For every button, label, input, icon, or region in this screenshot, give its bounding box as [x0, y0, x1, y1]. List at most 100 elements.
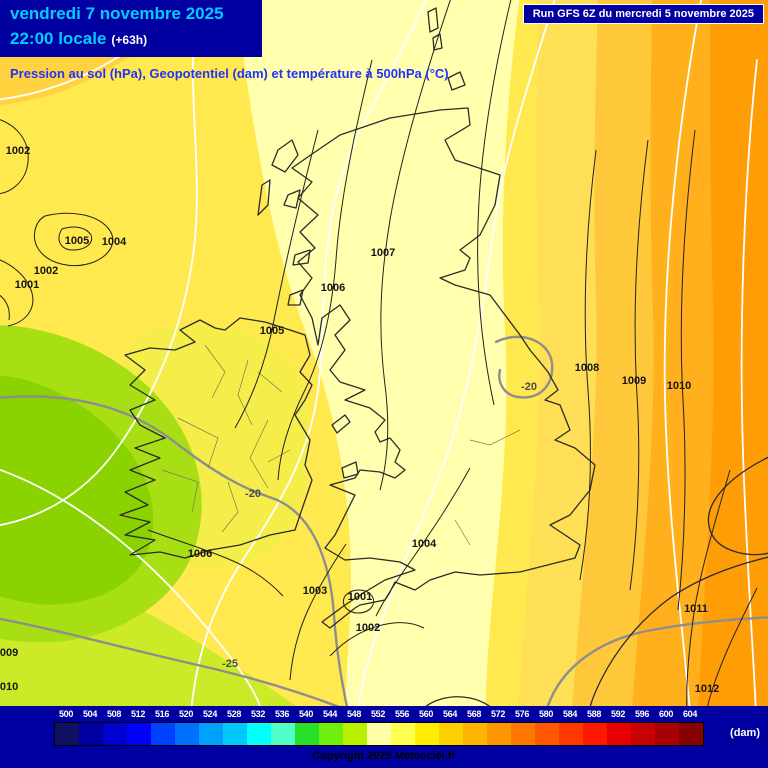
scale-value: 540	[298, 709, 314, 719]
pressure-label: 1011	[684, 603, 708, 615]
scale-swatch	[319, 723, 343, 745]
scale-swatch	[439, 723, 463, 745]
scale-value: 596	[634, 709, 650, 719]
scale-swatch	[103, 723, 127, 745]
pressure-label: 1002	[34, 265, 58, 277]
title-block: vendredi 7 novembre 2025 22:00 locale (+6…	[0, 0, 262, 57]
coastline-anglesey	[341, 461, 359, 479]
scale-swatch	[487, 723, 511, 745]
scale-value: 552	[370, 709, 386, 719]
scale-value: 548	[346, 709, 362, 719]
coastline-layer	[119, 7, 768, 706]
scale-swatch	[247, 723, 271, 745]
scale-value: 576	[514, 709, 530, 719]
weather-map: 1002 1005 1004 1002 1001 1007 1006 1005 1008 1009…	[0, 0, 768, 706]
coastline-ireland	[119, 317, 313, 559]
pressure-label: 1009	[622, 375, 646, 387]
coastline-orkney-shetland	[427, 7, 466, 91]
scale-value: 604	[682, 709, 698, 719]
scale-swatch	[535, 723, 559, 745]
pressure-label: 1002	[356, 622, 380, 634]
pressure-label: 1001	[348, 591, 372, 603]
scale-swatch	[343, 723, 367, 745]
local-time: 22:00 locale	[10, 29, 107, 48]
scale-swatch	[79, 723, 103, 745]
scale-value: 508	[106, 709, 122, 719]
scale-value: 536	[274, 709, 290, 719]
scale-swatch	[655, 723, 679, 745]
temperature-label: -25	[222, 658, 238, 670]
scale-swatch	[679, 723, 703, 745]
scale-value: 516	[154, 709, 170, 719]
copyright-text: Copyright 2025 Meteociel.fr	[312, 750, 456, 762]
scale-swatch	[127, 723, 151, 745]
pressure-label: 1007	[371, 247, 395, 259]
scale-value: 512	[130, 709, 146, 719]
coastline-continent-france	[589, 556, 768, 706]
scale-value: 524	[202, 709, 218, 719]
scale-swatch	[511, 723, 535, 745]
scale-value: 500	[58, 709, 74, 719]
scale-unit-label: (dam)	[730, 727, 760, 739]
pressure-label: 1009	[0, 647, 18, 659]
forecast-date: vendredi 7 novembre 2025	[10, 4, 224, 23]
pressure-label: 1012	[695, 683, 719, 695]
scale-value: 532	[250, 709, 266, 719]
forecast-time: 22:00 locale (+63h)	[10, 29, 147, 49]
pressure-label: 1005	[260, 325, 284, 337]
scale-value: 556	[394, 709, 410, 719]
scale-swatch	[415, 723, 439, 745]
forecast-offset: (+63h)	[111, 33, 148, 47]
geopotential-white-contours	[0, 0, 758, 706]
scale-value: 600	[658, 709, 674, 719]
color-scale-footer: 500 504 508 512 516 520 524 528 532 536 540 544 548 5…	[0, 706, 768, 768]
map-subtitle: Pression au sol (hPa), Geopotentiel (dam…	[10, 66, 449, 81]
scale-swatch	[55, 723, 79, 745]
pressure-label: 1001	[15, 279, 39, 291]
scale-swatch	[559, 723, 583, 745]
scale-swatch	[175, 723, 199, 745]
scale-swatch	[199, 723, 223, 745]
scale-value: 560	[418, 709, 434, 719]
scale-value: 588	[586, 709, 602, 719]
color-scale-bar	[54, 722, 704, 746]
scale-value: 584	[562, 709, 578, 719]
scale-value: 504	[82, 709, 98, 719]
pressure-label: 1010	[0, 681, 18, 693]
region-boundaries-layer	[161, 344, 521, 546]
pressure-label: 1005	[65, 235, 89, 247]
coastline-great-britain	[291, 107, 596, 629]
pressure-label: 1003	[303, 585, 327, 597]
pressure-label: 1010	[667, 380, 691, 392]
pressure-label: 1006	[321, 282, 345, 294]
map-label-layer: 1002 1005 1004 1002 1001 1007 1006 1005 1008 1009…	[0, 145, 719, 695]
pressure-label: 1008	[575, 362, 599, 374]
scale-value: 580	[538, 709, 554, 719]
model-run-info: Run GFS 6Z du mercredi 5 novembre 2025	[522, 4, 764, 24]
scale-swatch	[295, 723, 319, 745]
scale-value: 592	[610, 709, 626, 719]
scale-values-row: 500 504 508 512 516 520 524 528 532 536 540 544 548 5…	[54, 709, 702, 719]
scale-swatch	[631, 723, 655, 745]
scale-swatch	[367, 723, 391, 745]
coastline-hebrides	[257, 139, 311, 306]
temperature-gray-contours	[0, 335, 768, 706]
temperature-field-layer	[0, 0, 768, 706]
scale-swatch	[607, 723, 631, 745]
scale-value: 520	[178, 709, 194, 719]
pressure-label: 1002	[6, 145, 30, 157]
scale-swatch	[271, 723, 295, 745]
scale-swatch	[463, 723, 487, 745]
scale-value: 544	[322, 709, 338, 719]
temperature-label: -20	[521, 381, 537, 393]
isobar-layer	[0, 0, 758, 706]
pressure-label: 1004	[102, 236, 127, 248]
scale-value: 568	[466, 709, 482, 719]
temperature-label: -20	[245, 488, 261, 500]
scale-value: 528	[226, 709, 242, 719]
scale-swatch	[391, 723, 415, 745]
coastline-continent-netherlands	[707, 456, 768, 556]
pressure-label: 1004	[412, 538, 437, 550]
pressure-label: 1006	[188, 548, 212, 560]
